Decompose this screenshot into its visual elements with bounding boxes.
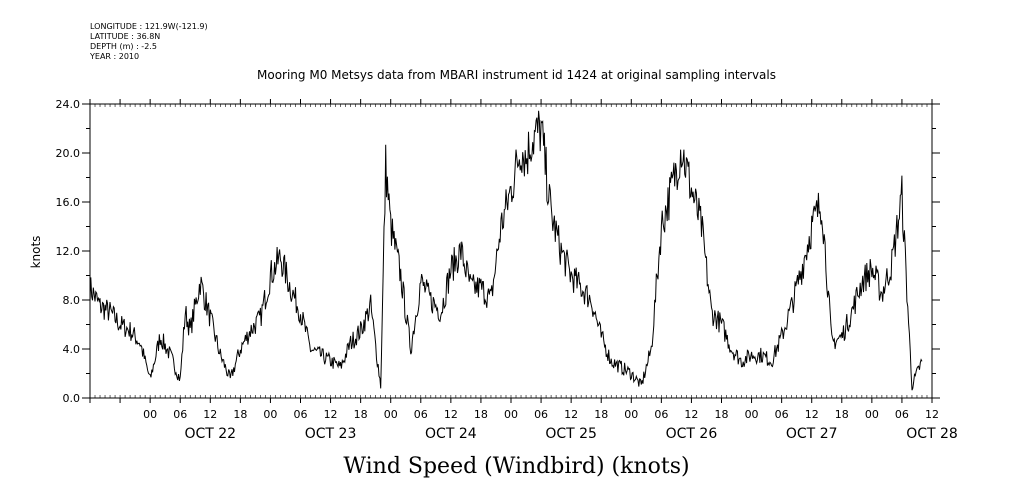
y-tick-label: 0.0 [63,392,81,405]
x-tick-label: 18 [233,408,247,421]
x-date-label: OCT 26 [666,426,718,442]
x-tick-label: 12 [444,408,458,421]
x-date-label: OCT 25 [545,426,597,442]
x-tick-label: 06 [775,408,789,421]
y-tick-label: 8.0 [63,294,81,307]
y-tick-label: 4.0 [63,343,81,356]
x-tick-label: 18 [594,408,608,421]
x-tick-label: 00 [624,408,638,421]
x-tick-label: 12 [805,408,819,421]
x-tick-label: 12 [324,408,338,421]
x-tick-label: 06 [654,408,668,421]
x-tick-label: 06 [173,408,187,421]
depth-text: DEPTH (m) : -2.5 [90,42,157,51]
x-tick-label: 06 [895,408,909,421]
longitude-text: LONGITUDE : 121.9W(-121.9) [90,22,208,31]
y-tick-label: 12.0 [56,245,81,258]
year-text: YEAR : 2010 [90,52,140,61]
y-tick-label: 24.0 [56,98,81,111]
x-tick-label: 18 [474,408,488,421]
x-tick-label: 18 [715,408,729,421]
x-tick-label: 00 [143,408,157,421]
x-tick-label: 06 [414,408,428,421]
x-date-label: OCT 28 [906,426,958,442]
latitude-text: LATITUDE : 36.8N [90,32,161,41]
x-tick-label: 00 [263,408,277,421]
x-date-label: OCT 23 [305,426,357,442]
series-line [89,110,923,391]
x-tick-label: 00 [745,408,759,421]
x-tick-label: 18 [354,408,368,421]
x-axis-title: Wind Speed (Windbird) (knots) [343,454,690,479]
y-tick-label: 16.0 [56,196,81,209]
x-tick-label: 06 [534,408,548,421]
x-date-label: OCT 24 [425,426,477,442]
x-tick-label: 12 [684,408,698,421]
axes-layer: 00 06 12 18 00 06 12 18 00 06 12 18 00 06 12 18 00 06 12 18… [56,98,958,442]
x-tick-label: 06 [294,408,308,421]
x-tick-label: 00 [865,408,879,421]
x-date-label: OCT 27 [786,426,838,442]
x-minor-ticks [89,104,933,398]
x-tick-label: 18 [835,408,849,421]
x-tick-label: 12 [925,408,939,421]
y-ticks [82,103,940,399]
x-tick-label: 12 [564,408,578,421]
metadata-block: LONGITUDE : 121.9W(-121.9) LATITUDE : 36… [90,22,208,62]
x-date-label: OCT 22 [184,426,236,442]
x-tick-label: 00 [384,408,398,421]
x-tick-label: 00 [504,408,518,421]
y-tick-label: 20.0 [56,147,81,160]
y-axis-label: knots [29,236,43,269]
x-major-ticks [89,99,933,403]
x-tick-label: 12 [203,408,217,421]
chart-title: Mooring M0 Metsys data from MBARI instru… [257,68,776,82]
plot-frame [89,103,933,399]
